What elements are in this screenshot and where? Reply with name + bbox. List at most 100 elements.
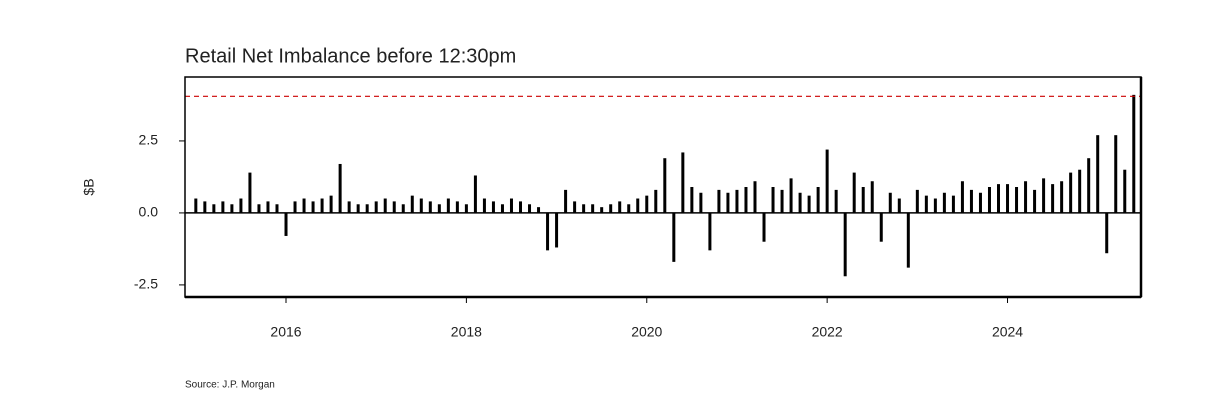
bar: [491, 201, 495, 213]
bar: [780, 189, 784, 213]
bar: [500, 204, 504, 213]
bar: [302, 198, 306, 213]
y-tick-label: -2.5: [134, 276, 158, 292]
bar: [284, 212, 288, 236]
bar: [582, 204, 586, 213]
bar: [519, 201, 523, 213]
bar: [942, 192, 946, 213]
bar: [528, 204, 532, 213]
bar: [311, 201, 315, 213]
bar: [230, 204, 234, 213]
bar: [1042, 178, 1046, 213]
bar: [672, 212, 676, 262]
bar: [933, 198, 937, 213]
bar: [591, 204, 595, 213]
bar: [464, 204, 468, 213]
bar: [987, 187, 991, 213]
bar: [1006, 184, 1010, 213]
bar: [338, 163, 342, 213]
bar: [1087, 158, 1091, 213]
bar: [618, 201, 622, 213]
bar: [1033, 189, 1037, 213]
bar: [681, 152, 685, 213]
bar: [257, 204, 261, 213]
x-tick-label: 2022: [812, 324, 843, 340]
bar: [699, 192, 703, 213]
bar: [852, 172, 856, 213]
bar: [798, 192, 802, 213]
bar: [248, 172, 252, 213]
bar: [915, 189, 919, 213]
bar: [690, 187, 694, 213]
bar: [861, 187, 865, 213]
bar: [951, 195, 955, 213]
bar: [879, 212, 883, 242]
chart-title: Retail Net Imbalance before 12:30pm: [185, 45, 516, 67]
bar: [401, 204, 405, 213]
bar: [825, 149, 829, 213]
bar: [636, 198, 640, 213]
bar: [473, 175, 477, 213]
bar: [293, 201, 297, 213]
bar: [717, 189, 721, 213]
bar: [482, 198, 486, 213]
bar: [455, 201, 459, 213]
bar: [564, 189, 568, 213]
bar: [329, 195, 333, 213]
source-note: Source: J.P. Morgan: [185, 380, 275, 391]
bar: [1114, 135, 1118, 213]
bar: [789, 178, 793, 213]
bar: [969, 189, 973, 213]
bar: [212, 204, 216, 213]
x-tick-label: 2018: [451, 324, 482, 340]
bar: [627, 204, 631, 213]
bar: [573, 201, 577, 213]
y-tick-label: 2.5: [139, 132, 159, 148]
bar: [446, 198, 450, 213]
bar: [555, 212, 559, 248]
bar: [383, 198, 387, 213]
bar: [266, 201, 270, 213]
bar: [392, 201, 396, 213]
y-axis-label: $B: [81, 178, 97, 195]
bar: [897, 198, 901, 213]
bar: [1078, 169, 1082, 213]
bar: [239, 198, 243, 213]
bar: [1051, 184, 1055, 213]
bar: [663, 158, 667, 213]
bar: [1069, 172, 1073, 213]
bar: [906, 212, 910, 268]
bar: [816, 187, 820, 213]
bar: [771, 187, 775, 213]
bar: [1024, 181, 1028, 213]
y-tick-label: 0.0: [139, 204, 159, 220]
bar: [726, 192, 730, 213]
bar: [509, 198, 513, 213]
bar: [735, 189, 739, 213]
bar: [708, 212, 712, 251]
bar: [356, 204, 360, 213]
bar: [888, 192, 892, 213]
bar: [997, 184, 1001, 213]
bar: [537, 207, 541, 213]
bar: [960, 181, 964, 213]
bar: [978, 192, 982, 213]
bar: [203, 201, 207, 213]
bar: [428, 201, 432, 213]
bar: [275, 204, 279, 213]
bar: [609, 204, 613, 213]
bar: [374, 201, 378, 213]
bar: [419, 198, 423, 213]
bar: [365, 204, 369, 213]
bar: [221, 201, 225, 213]
bar: [1105, 212, 1109, 254]
bar: [437, 204, 441, 213]
bar: [1123, 169, 1127, 213]
x-tick-label: 2016: [270, 324, 301, 340]
bar: [600, 207, 604, 213]
bar: [807, 195, 811, 213]
bar: [843, 212, 847, 277]
bar: [645, 195, 649, 213]
bar: [1096, 135, 1100, 213]
bar: [347, 201, 351, 213]
